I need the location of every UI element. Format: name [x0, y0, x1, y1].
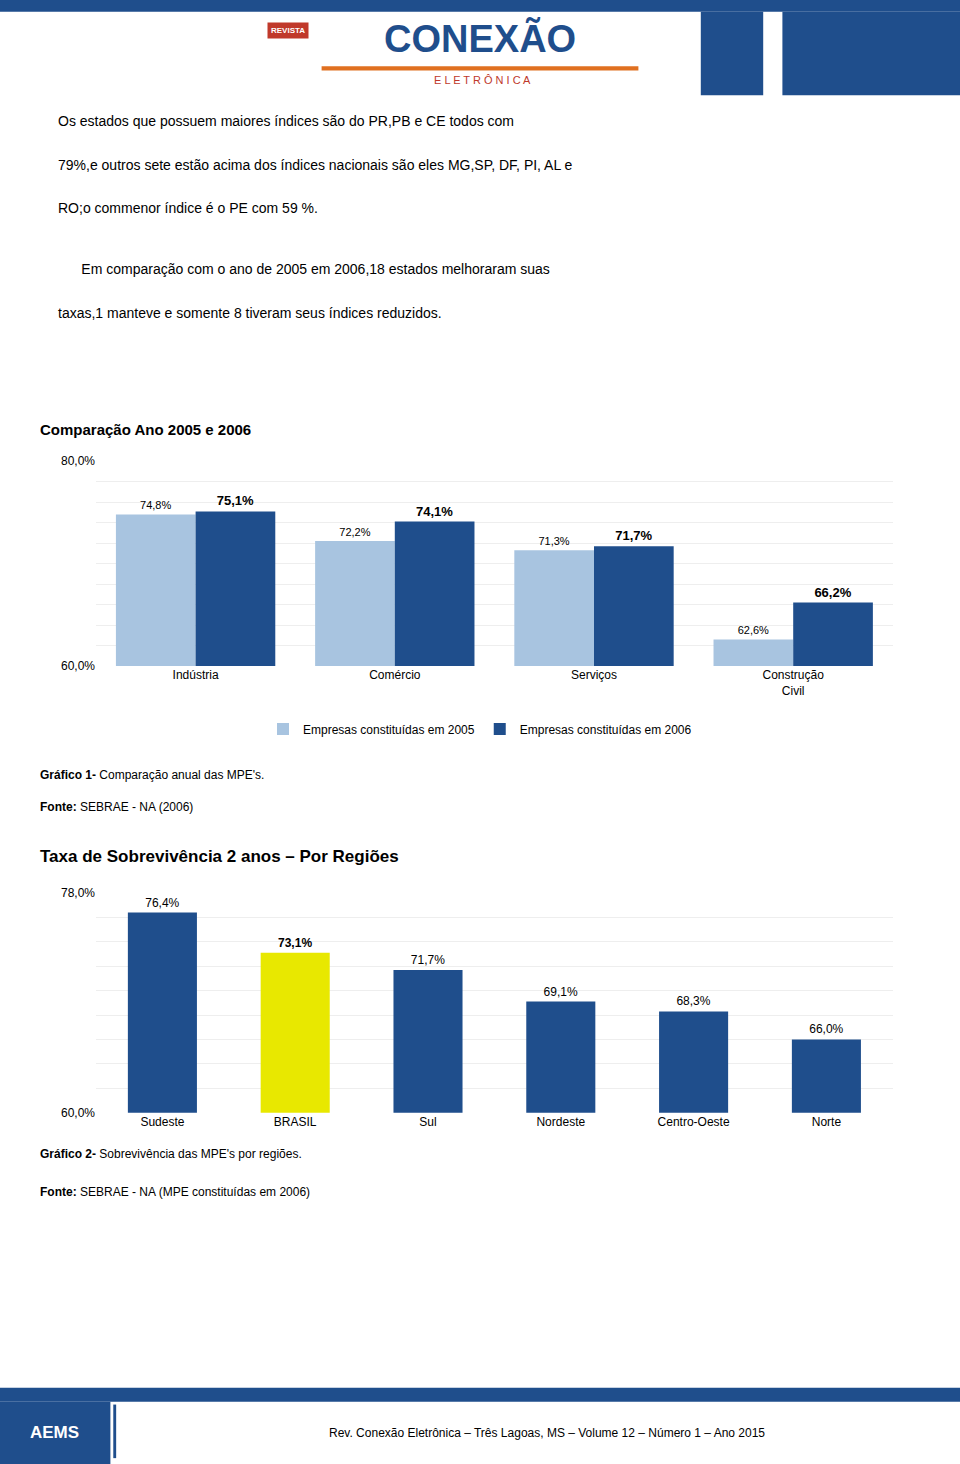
svg-text:76,4%: 76,4%: [145, 896, 179, 910]
svg-text:Centro-Oeste: Centro-Oeste: [658, 1115, 730, 1129]
svg-text:Rev. Conexão Eletrônica – Três: Rev. Conexão Eletrônica – Três Lagoas, M…: [329, 1426, 765, 1440]
svg-text:AEMS: AEMS: [30, 1423, 79, 1442]
svg-text:69,1%: 69,1%: [544, 985, 578, 999]
svg-text:80,0%: 80,0%: [61, 454, 95, 468]
svg-text:Em comparação com o ano de 200: Em comparação com o ano de 2005 em 2006,…: [58, 261, 550, 277]
svg-text:Empresas constituídas em 2005: Empresas constituídas em 2005: [303, 723, 475, 737]
svg-text:71,3%: 71,3%: [538, 535, 569, 547]
svg-text:60,0%: 60,0%: [61, 1106, 95, 1120]
svg-text:74,1%: 74,1%: [416, 504, 453, 519]
svg-text:71,7%: 71,7%: [411, 953, 445, 967]
svg-text:68,3%: 68,3%: [676, 994, 710, 1008]
svg-text:72,2%: 72,2%: [339, 526, 370, 538]
svg-text:Os estados que possuem maiores: Os estados que possuem maiores índices s…: [58, 113, 514, 129]
svg-text:Sudeste: Sudeste: [140, 1115, 184, 1129]
svg-text:Fonte: SEBRAE - NA (MPE consti: Fonte: SEBRAE - NA (MPE constituídas em …: [40, 1185, 310, 1199]
svg-text:Comércio: Comércio: [369, 668, 421, 682]
svg-text:66,0%: 66,0%: [809, 1022, 843, 1036]
svg-text:Sul: Sul: [419, 1115, 436, 1129]
svg-text:62,6%: 62,6%: [738, 624, 769, 636]
svg-text:79%,e outros sete estão acima: 79%,e outros sete estão acima dos índice…: [58, 157, 573, 173]
svg-text:Taxa de Sobrevivência 2 anos –: Taxa de Sobrevivência 2 anos – Por Regiõ…: [40, 847, 399, 866]
svg-text:66,2%: 66,2%: [814, 585, 851, 600]
svg-text:71,7%: 71,7%: [615, 528, 652, 543]
svg-text:Nordeste: Nordeste: [536, 1115, 585, 1129]
svg-text:BRASIL: BRASIL: [274, 1115, 317, 1129]
svg-text:ConstruçãoCivil: ConstruçãoCivil: [763, 668, 825, 698]
svg-text:Serviços: Serviços: [571, 668, 617, 682]
svg-text:60,0%: 60,0%: [61, 659, 95, 673]
svg-text:Fonte: SEBRAE - NA (2006): Fonte: SEBRAE - NA (2006): [40, 800, 193, 814]
svg-text:75,1%: 75,1%: [217, 493, 254, 508]
svg-text:Empresas constituídas em 2006: Empresas constituídas em 2006: [520, 723, 692, 737]
svg-text:Gráfico 2- Sobrevivência das M: Gráfico 2- Sobrevivência das MPE's por r…: [40, 1147, 302, 1161]
svg-text:78,0%: 78,0%: [61, 886, 95, 900]
svg-text:REVISTA: REVISTA: [271, 26, 305, 35]
svg-text:RO;o commenor índice é o PE co: RO;o commenor índice é o PE com 59 %.: [58, 200, 318, 216]
svg-text:E L E T R Ô N I C A: E L E T R Ô N I C A: [434, 74, 531, 86]
svg-text:Indústria: Indústria: [173, 668, 219, 682]
svg-text:74,8%: 74,8%: [140, 499, 171, 511]
svg-text:Gráfico 1- Comparação anual da: Gráfico 1- Comparação anual das MPE's.: [40, 768, 264, 782]
svg-text:Norte: Norte: [812, 1115, 842, 1129]
svg-text:taxas,1 manteve e somente 8 ti: taxas,1 manteve e somente 8 tiveram seus…: [58, 305, 442, 321]
svg-text:73,1%: 73,1%: [278, 936, 312, 950]
svg-text:Comparação Ano 2005 e 2006: Comparação Ano 2005 e 2006: [40, 421, 251, 438]
svg-text:CONEXÃO: CONEXÃO: [384, 17, 576, 60]
